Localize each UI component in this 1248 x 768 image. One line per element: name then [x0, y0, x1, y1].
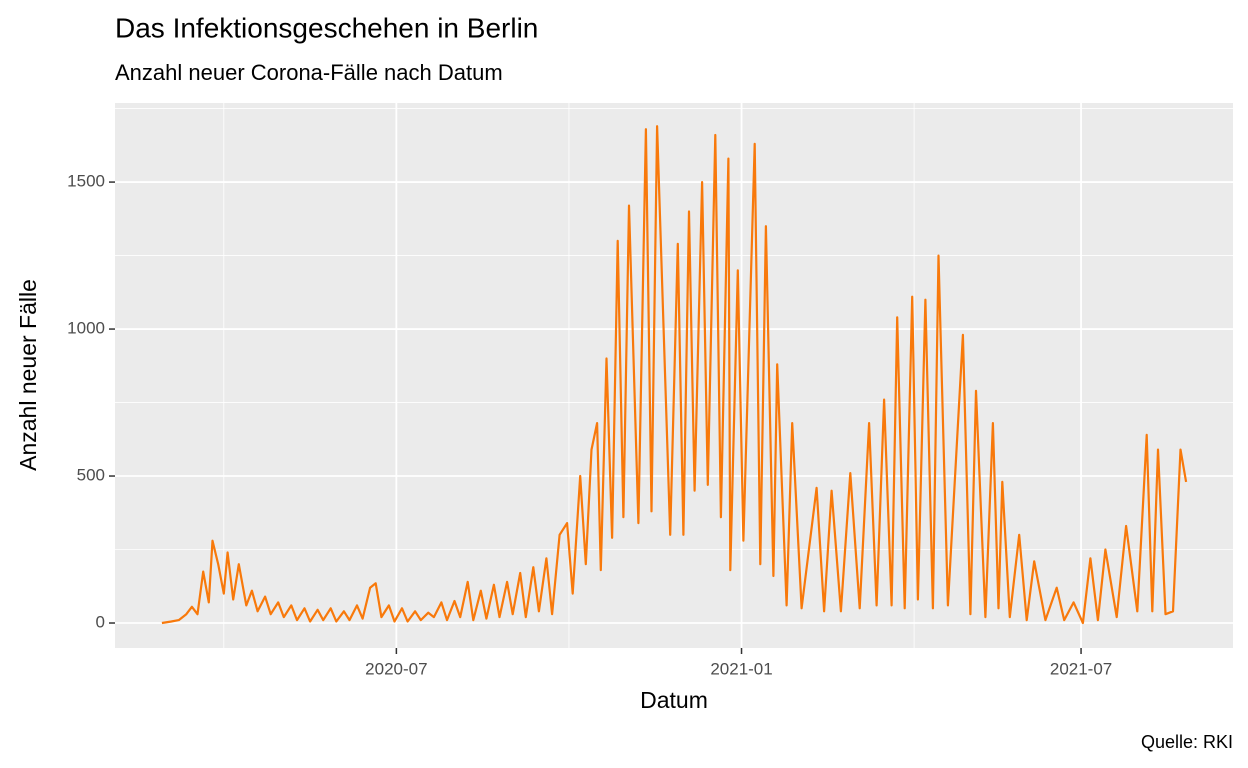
- x-tick-label: 2020-07: [365, 659, 427, 678]
- y-tick-label: 1500: [67, 172, 105, 191]
- y-axis-title: Anzahl neuer Fälle: [15, 279, 41, 471]
- chart-subtitle: Anzahl neuer Corona-Fälle nach Datum: [115, 60, 503, 85]
- line: [161, 125, 1188, 625]
- y-tick-label: 0: [96, 612, 105, 631]
- x-axis-title: Datum: [640, 687, 708, 713]
- y-tick-label: 500: [77, 466, 105, 485]
- y-tick-label: 1000: [67, 319, 105, 338]
- x-tick-label: 2021-01: [710, 659, 772, 678]
- caption: Quelle: RKI: [1141, 732, 1233, 752]
- chart-title: Das Infektionsgeschehen in Berlin: [115, 12, 538, 43]
- x-tick-label: 2021-07: [1050, 659, 1112, 678]
